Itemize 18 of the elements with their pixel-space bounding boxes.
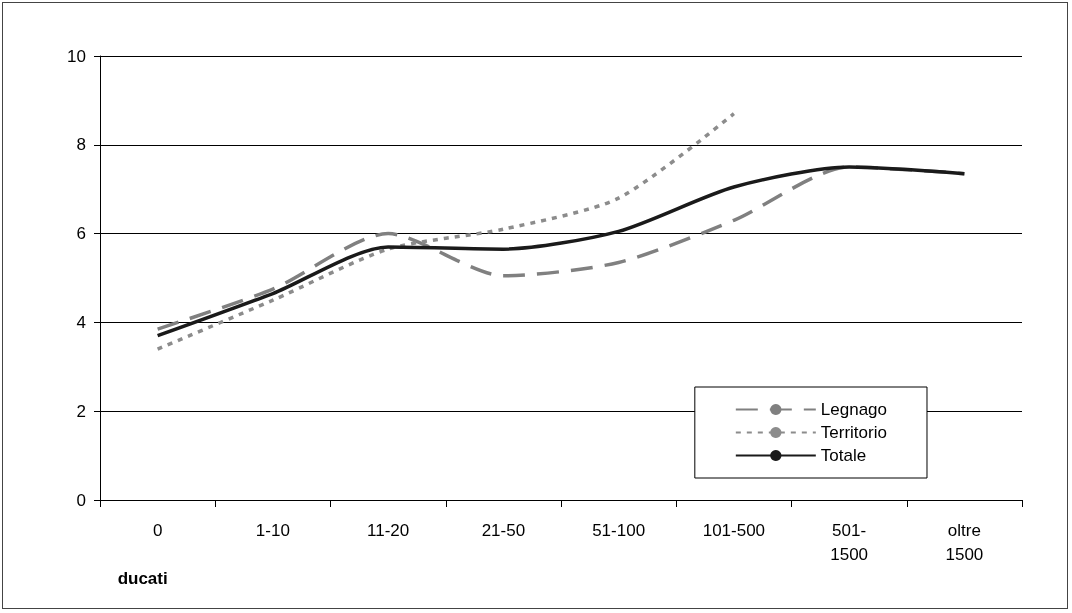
legend-label: Legnago	[820, 400, 888, 419]
y-tick-label: 4	[76, 312, 86, 332]
legend-label: Territorio	[820, 423, 887, 442]
x-tick-label: 21-50	[481, 520, 526, 540]
x-tick-label: 51-100	[592, 520, 646, 540]
x-tick-label: oltre 1500	[945, 520, 984, 564]
y-tick-label: 2	[76, 401, 86, 421]
x-tick-label: 0	[152, 520, 163, 540]
x-tick-label: 1-10	[255, 520, 290, 540]
x-axis-title: ducati	[117, 569, 168, 588]
x-tick-label: 11-20	[367, 520, 410, 540]
y-tick-label: 6	[76, 224, 86, 244]
y-tick-label: 8	[76, 135, 86, 155]
x-tick-label: 101-500	[702, 520, 766, 540]
y-tick-label: 0	[76, 490, 86, 510]
x-tick-label: 501- 1500	[830, 520, 869, 564]
y-tick-label: 10	[67, 46, 86, 66]
legend-label: Totale	[820, 446, 867, 465]
